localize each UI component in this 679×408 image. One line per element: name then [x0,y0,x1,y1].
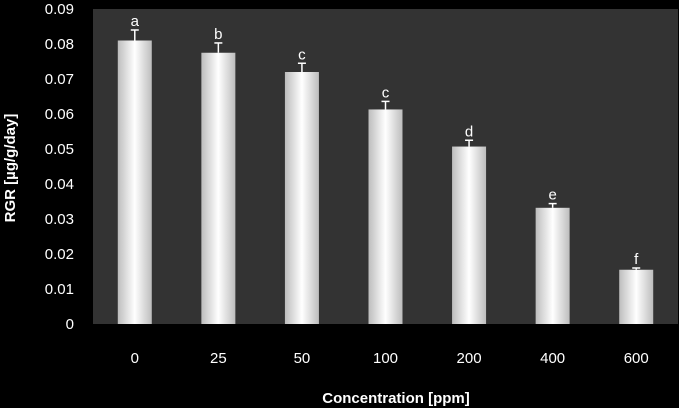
y-tick-label: 0.06 [45,106,74,123]
x-axis-title: Concentration [ppm] [322,390,470,407]
y-tick-label: 0 [66,316,74,333]
y-tick-label: 0.09 [45,1,74,18]
significance-letter: c [382,84,390,101]
significance-letter: b [214,26,222,43]
significance-letter: e [548,187,556,204]
bar [117,40,152,324]
x-tick-label: 50 [294,350,311,367]
bar [452,146,487,324]
y-tick-label: 0.08 [45,36,74,53]
bar [535,207,570,324]
bar [201,52,236,324]
x-tick-label: 600 [624,350,649,367]
significance-letter: d [465,123,473,140]
x-tick-label: 0 [131,350,139,367]
y-tick-label: 0.03 [45,211,74,228]
bar [368,109,403,324]
y-axis-title: RGR [µg/g/day] [2,114,19,223]
bar [284,72,319,324]
significance-letter: a [131,13,140,30]
y-tick-label: 0.02 [45,246,74,263]
x-tick-label: 25 [210,350,227,367]
x-tick-label: 400 [540,350,565,367]
bar [619,269,654,324]
x-tick-label: 200 [457,350,482,367]
y-tick-label: 0.01 [45,281,74,298]
y-tick-label: 0.05 [45,141,74,158]
y-tick-label: 0.07 [45,71,74,88]
significance-letter: c [298,46,306,63]
significance-letter: f [634,251,639,268]
y-tick-label: 0.04 [45,176,74,193]
x-tick-label: 100 [373,350,398,367]
